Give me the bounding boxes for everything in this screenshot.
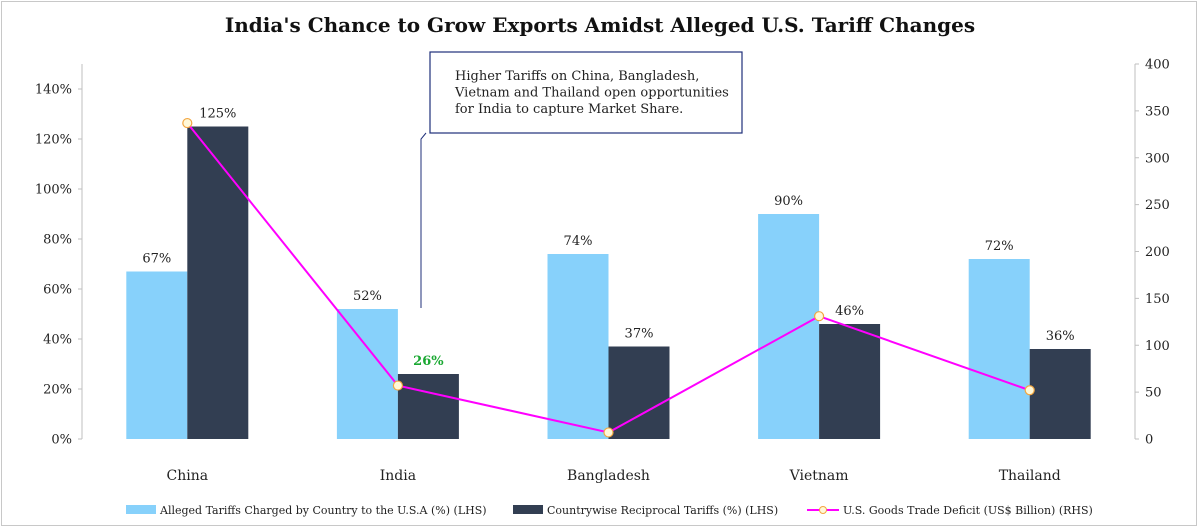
bar-reciprocal-tariff xyxy=(1029,349,1091,439)
legend-swatch-deficit-marker xyxy=(819,506,827,514)
bar-alleged-tariff xyxy=(547,254,609,439)
category-label: Thailand xyxy=(999,468,1061,484)
legend: Alleged Tariffs Charged by Country to th… xyxy=(126,504,1093,517)
category-label: Bangladesh xyxy=(567,468,650,484)
annotation-box xyxy=(429,51,743,134)
bar-reciprocal-tariff xyxy=(608,346,670,439)
annotation-text-line: Vietnam and Thailand open opportunities xyxy=(454,86,729,101)
bar-reciprocal-tariff xyxy=(397,374,459,439)
left-tick-label: 20% xyxy=(43,383,72,398)
data-label-reciprocal-tariff: 36% xyxy=(1046,329,1075,344)
data-label-reciprocal-tariff: 125% xyxy=(199,107,236,122)
right-axis: 0 50 100 150 200 250 300 350 400 xyxy=(1134,58,1170,448)
deficit-point xyxy=(182,117,193,129)
right-tick-label: 350 xyxy=(1145,104,1170,119)
right-tick-label: 100 xyxy=(1145,339,1170,354)
category-label: China xyxy=(167,468,209,484)
deficit-point xyxy=(392,380,403,391)
deficit-point xyxy=(813,311,825,322)
left-tick-label: 140% xyxy=(35,83,72,98)
legend-label-deficit: U.S. Goods Trade Deficit (US$ Billion) (… xyxy=(843,504,1093,517)
annotation-text-line: Higher Tariffs on China, Bangladesh, xyxy=(455,69,699,84)
category-labels: China India Bangladesh Vietnam Thailand xyxy=(167,468,1061,484)
data-label-alleged-tariff: 74% xyxy=(564,234,593,249)
legend-swatch-reciprocal-tariff xyxy=(513,505,543,514)
legend-label-alleged-tariff: Alleged Tariffs Charged by Country to th… xyxy=(159,504,487,517)
left-tick-label: 120% xyxy=(35,133,72,148)
right-tick-label: 0 xyxy=(1145,433,1153,448)
bars xyxy=(126,126,1091,439)
left-tick-label: 60% xyxy=(43,283,72,298)
chart-title: India's Chance to Grow Exports Amidst Al… xyxy=(225,13,975,37)
bar-alleged-tariff xyxy=(758,214,820,439)
right-tick-label: 250 xyxy=(1145,198,1170,213)
data-label-reciprocal-tariff: 37% xyxy=(625,327,654,342)
data-label-alleged-tariff: 72% xyxy=(985,239,1014,254)
left-axis: 0% 20% 40% 60% 80% 100% 120% 140% xyxy=(35,64,83,448)
data-labels: 67% 125% 52% 26% 74% 37% 90% 46% 72% 36% xyxy=(142,107,1074,370)
left-tick-label: 80% xyxy=(43,233,72,248)
right-tick-label: 200 xyxy=(1145,245,1170,260)
bar-alleged-tariff xyxy=(968,259,1030,439)
annotation-leader-line xyxy=(420,132,427,308)
right-tick-label: 150 xyxy=(1145,292,1170,307)
data-label-reciprocal-tariff: 46% xyxy=(835,304,864,319)
right-tick-label: 50 xyxy=(1145,386,1162,401)
right-tick-label: 400 xyxy=(1145,58,1170,73)
data-label-alleged-tariff: 52% xyxy=(353,289,382,304)
left-tick-label: 0% xyxy=(51,433,72,448)
legend-swatch-alleged-tariff xyxy=(126,505,156,514)
data-label-alleged-tariff: 67% xyxy=(142,252,171,267)
bar-reciprocal-tariff xyxy=(819,324,881,439)
category-label: Vietnam xyxy=(789,468,849,484)
deficit-point xyxy=(1024,385,1035,396)
data-label-reciprocal-tariff: 26% xyxy=(413,354,444,369)
annotation-text-line: for India to capture Market Share. xyxy=(455,102,683,117)
left-tick-label: 100% xyxy=(35,183,72,198)
data-label-alleged-tariff: 90% xyxy=(774,194,803,209)
right-tick-label: 300 xyxy=(1145,151,1170,166)
left-tick-label: 40% xyxy=(43,333,72,348)
legend-label-reciprocal-tariff: Countrywise Reciprocal Tariffs (%) (LHS) xyxy=(547,504,778,517)
deficit-point xyxy=(603,427,614,438)
bar-alleged-tariff xyxy=(126,271,188,439)
deficit-line-series xyxy=(182,117,1035,438)
bar-reciprocal-tariff xyxy=(187,126,249,439)
category-label: India xyxy=(380,468,416,484)
annotation-callout: Higher Tariffs on China, Bangladesh, Viet… xyxy=(420,51,743,308)
